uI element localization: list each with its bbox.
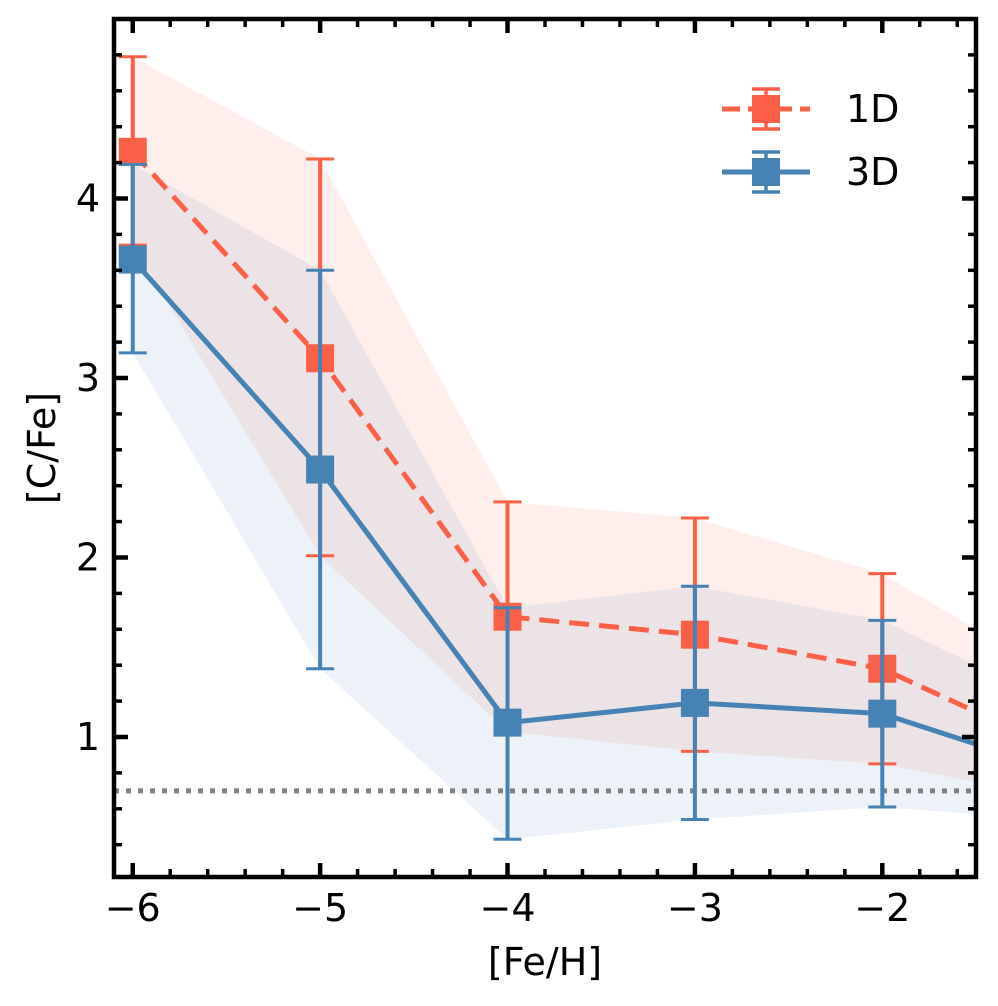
data-point-3d: [493, 708, 522, 737]
data-point-3d: [680, 688, 709, 717]
plot-frame: [111, 16, 979, 880]
x-tick-label: −2: [854, 886, 910, 930]
legend: 1D 3D: [722, 87, 899, 194]
x-tick-label: −4: [480, 886, 536, 930]
legend-entry-3d: 3D: [722, 150, 899, 194]
series-layer: [118, 55, 976, 841]
confidence-bands: [132, 56, 976, 840]
series-line-1d: [130, 150, 976, 715]
band-3d: [132, 164, 976, 840]
legend-3d-marker: [752, 158, 780, 186]
data-point-3d: [868, 699, 897, 728]
y-tick-label: 3: [76, 356, 100, 400]
data-point-3d: [306, 455, 335, 484]
x-axis-label: [Fe/H]: [488, 940, 602, 984]
x-tick-label: −5: [292, 886, 348, 930]
x-tick-label: −3: [667, 886, 723, 930]
data-point-3d: [118, 245, 147, 274]
legend-entry-1d: 1D: [722, 87, 899, 131]
legend-3d-label: 3D: [846, 150, 899, 194]
x-tick-label: −6: [105, 886, 161, 930]
band-1d: [132, 56, 976, 782]
y-tick-label: 1: [76, 715, 100, 759]
legend-1d-label: 1D: [846, 87, 899, 131]
tick-labels: −6 −5 −4 −3 −2 1 2 3 4: [76, 176, 911, 930]
y-tick-label: 2: [76, 535, 100, 579]
y-tick-label: 4: [76, 176, 100, 220]
series-line-3d: [130, 257, 976, 747]
data-point-1d: [118, 137, 147, 166]
legend-1d-marker: [752, 95, 780, 123]
y-axis-label: [C/Fe]: [20, 392, 64, 504]
